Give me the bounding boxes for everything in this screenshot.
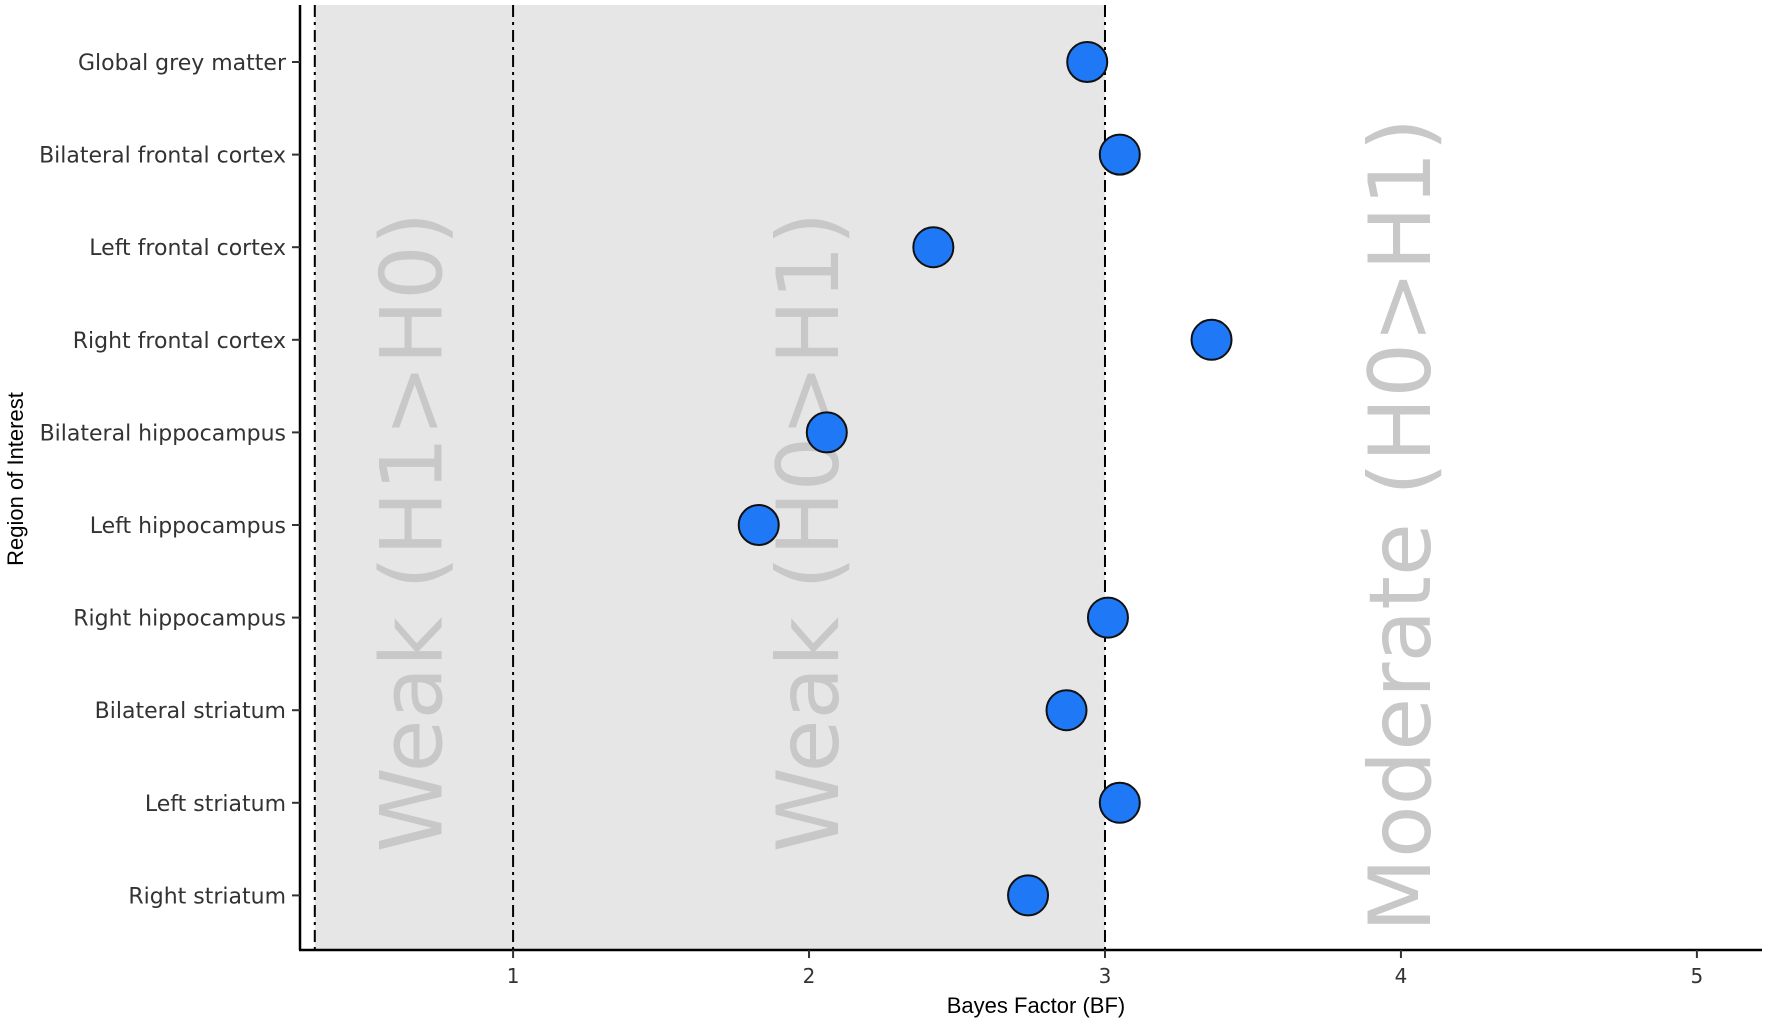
data-point [1190,318,1233,361]
region-label: Weak (H1>H0) [362,212,462,853]
data-point [1045,689,1088,732]
y-axis-title: Region of Interest [3,392,28,566]
data-point [912,226,955,269]
x-tick-label: 2 [803,964,816,988]
data-point [1098,133,1141,176]
x-tick-label: 3 [1099,964,1112,988]
shaded-region [314,5,1105,950]
region-label-layer: Weak (H1>H0) Weak (H0>H1) Moderate (H0>H1) [362,118,1450,932]
y-tick-label: Global grey matter [78,51,287,76]
y-tick-label: Left striatum [145,792,286,817]
x-tick-label: 4 [1395,964,1408,988]
data-point [737,504,780,546]
shaded-region-layer [314,5,1105,950]
x-axis-title: Bayes Factor (BF) [947,993,1125,1018]
y-tick-label: Right striatum [128,884,286,909]
y-tick-label: Bilateral frontal cortex [39,144,286,169]
data-point [1098,781,1141,824]
x-tick-label: 5 [1691,964,1704,988]
data-point [1007,874,1050,917]
y-tick-label: Bilateral striatum [95,699,286,724]
y-tick-label: Right frontal cortex [73,329,286,354]
y-tick-label: Left frontal cortex [89,236,286,261]
y-tick-label: Left hippocampus [90,514,286,539]
data-point-layer [737,41,1233,917]
axis-layer: 1 2 3 4 5 Global grey matter Bilateral frontal… [39,5,1762,988]
data-point [1086,596,1129,639]
data-point [1066,41,1109,83]
region-label: Moderate (H0>H1) [1351,118,1451,932]
x-tick-label: 1 [507,964,520,988]
y-tick-label: Right hippocampus [73,607,286,632]
data-point [805,411,848,454]
y-tick-label: Bilateral hippocampus [40,421,286,446]
